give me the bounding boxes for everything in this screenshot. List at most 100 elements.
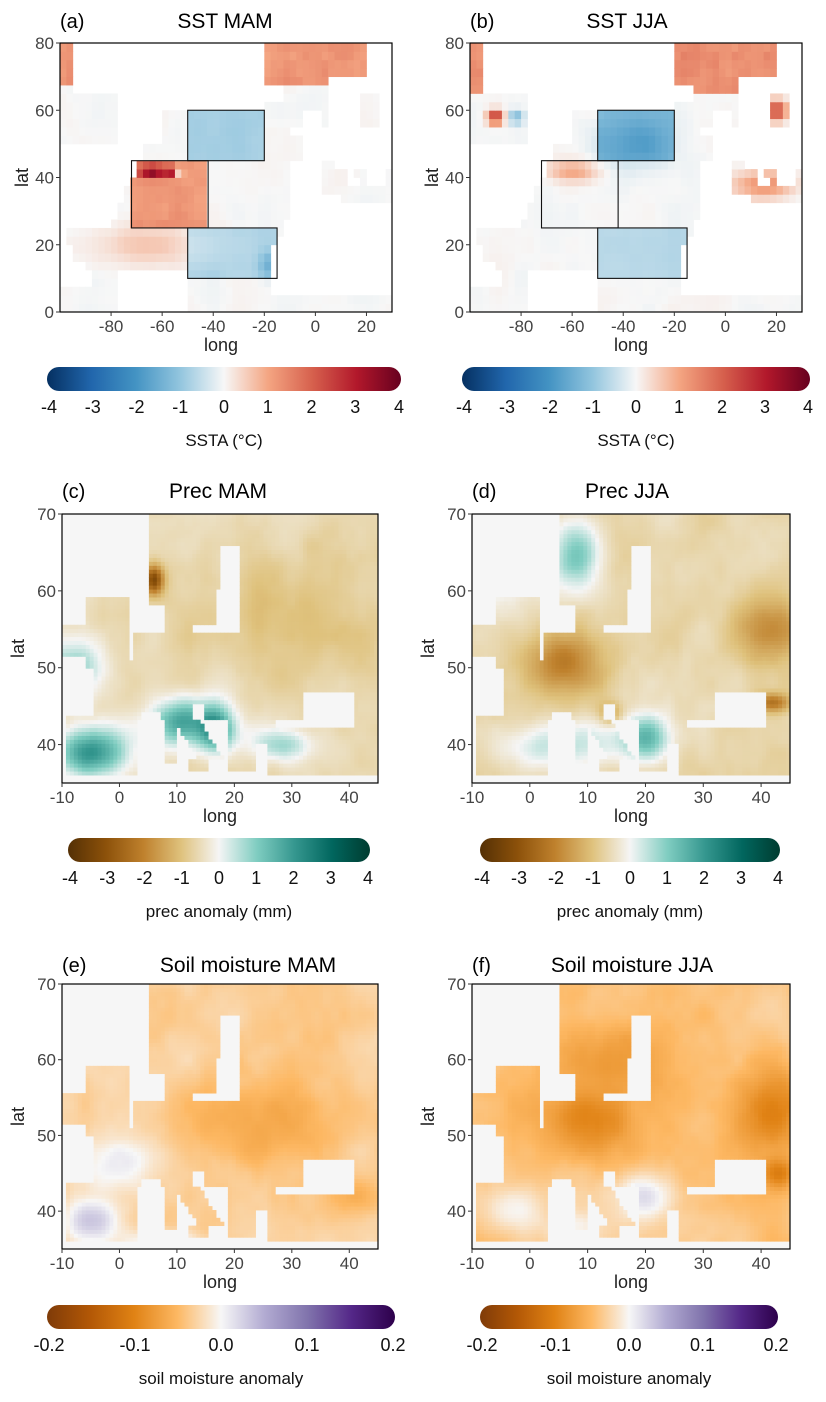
heatmap-cell: [164, 727, 170, 732]
heatmap-cell: [330, 747, 335, 752]
heatmap-cell: [105, 711, 110, 717]
heatmap-cell: [245, 286, 252, 296]
heatmap-cell: [370, 707, 375, 713]
heatmap-cell: [206, 169, 214, 178]
heatmap-cell: [156, 684, 162, 689]
heatmap-cell: [680, 227, 688, 237]
heatmap-cell: [372, 110, 380, 120]
heatmap-cell: [546, 202, 554, 212]
heatmap-cell: [366, 616, 371, 622]
heatmap-cell: [192, 668, 197, 673]
heatmap-cell: [117, 236, 125, 246]
heatmap-cell: [113, 703, 118, 709]
heatmap-cell: [476, 43, 484, 52]
heatmap-cell: [353, 185, 361, 195]
heatmap-cell: [374, 723, 378, 729]
heatmap-cell: [763, 43, 771, 52]
heatmap-cell: [712, 59, 720, 69]
heatmap-cell: [174, 219, 182, 229]
heatmap-cell: [706, 59, 714, 69]
heatmap-cell: [220, 656, 225, 661]
heatmap-cell: [623, 303, 631, 312]
heatmap-cell: [81, 636, 87, 641]
heatmap-cell: [275, 755, 280, 760]
heatmap-cell: [299, 581, 304, 586]
heatmap-cell: [235, 699, 241, 705]
heatmap-cell: [208, 589, 213, 594]
heatmap-cell: [188, 616, 193, 622]
heatmap-cell: [144, 695, 150, 701]
heatmap-cell: [168, 608, 173, 614]
heatmap-cell: [578, 194, 586, 204]
heatmap-cell: [141, 695, 146, 701]
heatmap-cell: [184, 652, 189, 657]
heatmap-cell: [275, 652, 280, 657]
heatmap-cell: [291, 771, 296, 776]
heatmap-cell: [245, 194, 252, 204]
heatmap-cell: [232, 295, 240, 304]
heatmap-cell: [370, 731, 375, 736]
heatmap-cell: [121, 664, 126, 669]
heatmap-cell: [604, 219, 611, 229]
heatmap-cell: [263, 707, 268, 713]
heatmap-cell: [719, 59, 726, 69]
heatmap-cell: [109, 652, 114, 657]
heatmap-cell: [227, 731, 233, 736]
heatmap-cell: [782, 185, 790, 195]
heatmap-cell: [263, 723, 268, 729]
heatmap-cell: [674, 286, 682, 296]
heatmap-cell: [296, 85, 304, 94]
heatmap-cell: [176, 573, 181, 578]
heatmap-cell: [200, 739, 205, 744]
heatmap-cell: [318, 632, 324, 638]
heatmap-cell: [174, 244, 182, 254]
heatmap-cell: [527, 253, 535, 262]
heatmap-cell: [212, 751, 217, 756]
heatmap-cell: [616, 244, 624, 254]
heatmap-cell: [495, 261, 503, 271]
heatmap-cell: [247, 755, 252, 760]
heatmap-cell: [251, 303, 259, 312]
heatmap-cell: [109, 644, 114, 649]
heatmap-cell: [251, 640, 256, 645]
heatmap-cell: [204, 703, 209, 709]
heatmap-cell: [251, 664, 256, 669]
heatmap-cell: [267, 771, 272, 776]
heatmap-cell: [299, 656, 304, 661]
heatmap-cell: [295, 739, 300, 744]
heatmap-cell: [113, 731, 118, 736]
heatmap-cell: [770, 303, 777, 312]
heatmap-cell: [144, 648, 150, 653]
heatmap-cell: [302, 612, 308, 618]
heatmap-cell: [559, 227, 567, 237]
heatmap-cell: [194, 143, 201, 153]
heatmap-cell: [338, 577, 343, 582]
heatmap-cell: [489, 244, 496, 254]
heatmap-cell: [200, 269, 208, 279]
heatmap-cell: [133, 688, 138, 693]
heatmap-cell: [334, 573, 339, 578]
heatmap-cell: [610, 169, 618, 178]
heatmap-cell: [181, 253, 189, 262]
heatmap-cell: [121, 636, 126, 641]
heatmap-cell: [674, 211, 682, 220]
heatmap-cell: [338, 616, 343, 622]
heatmap-cell: [117, 755, 122, 760]
heatmap-cell: [482, 101, 490, 111]
heatmap-cell: [263, 581, 268, 586]
heatmap-cell: [719, 68, 726, 78]
heatmap-cell: [353, 68, 361, 78]
heatmap-cell: [213, 160, 221, 170]
heatmap-cell: [326, 628, 331, 634]
heatmap-cell: [239, 664, 245, 669]
heatmap-cell: [353, 169, 361, 178]
heatmap-cell: [164, 723, 170, 729]
heatmap-cell: [674, 303, 682, 312]
heatmap-cell: [235, 715, 241, 721]
heatmap-cell: [200, 295, 208, 304]
heatmap-cell: [302, 581, 308, 586]
heatmap-cell: [291, 727, 296, 732]
heatmap-cell: [111, 236, 118, 246]
heatmap-cell: [508, 295, 516, 304]
heatmap-cell: [176, 692, 181, 697]
